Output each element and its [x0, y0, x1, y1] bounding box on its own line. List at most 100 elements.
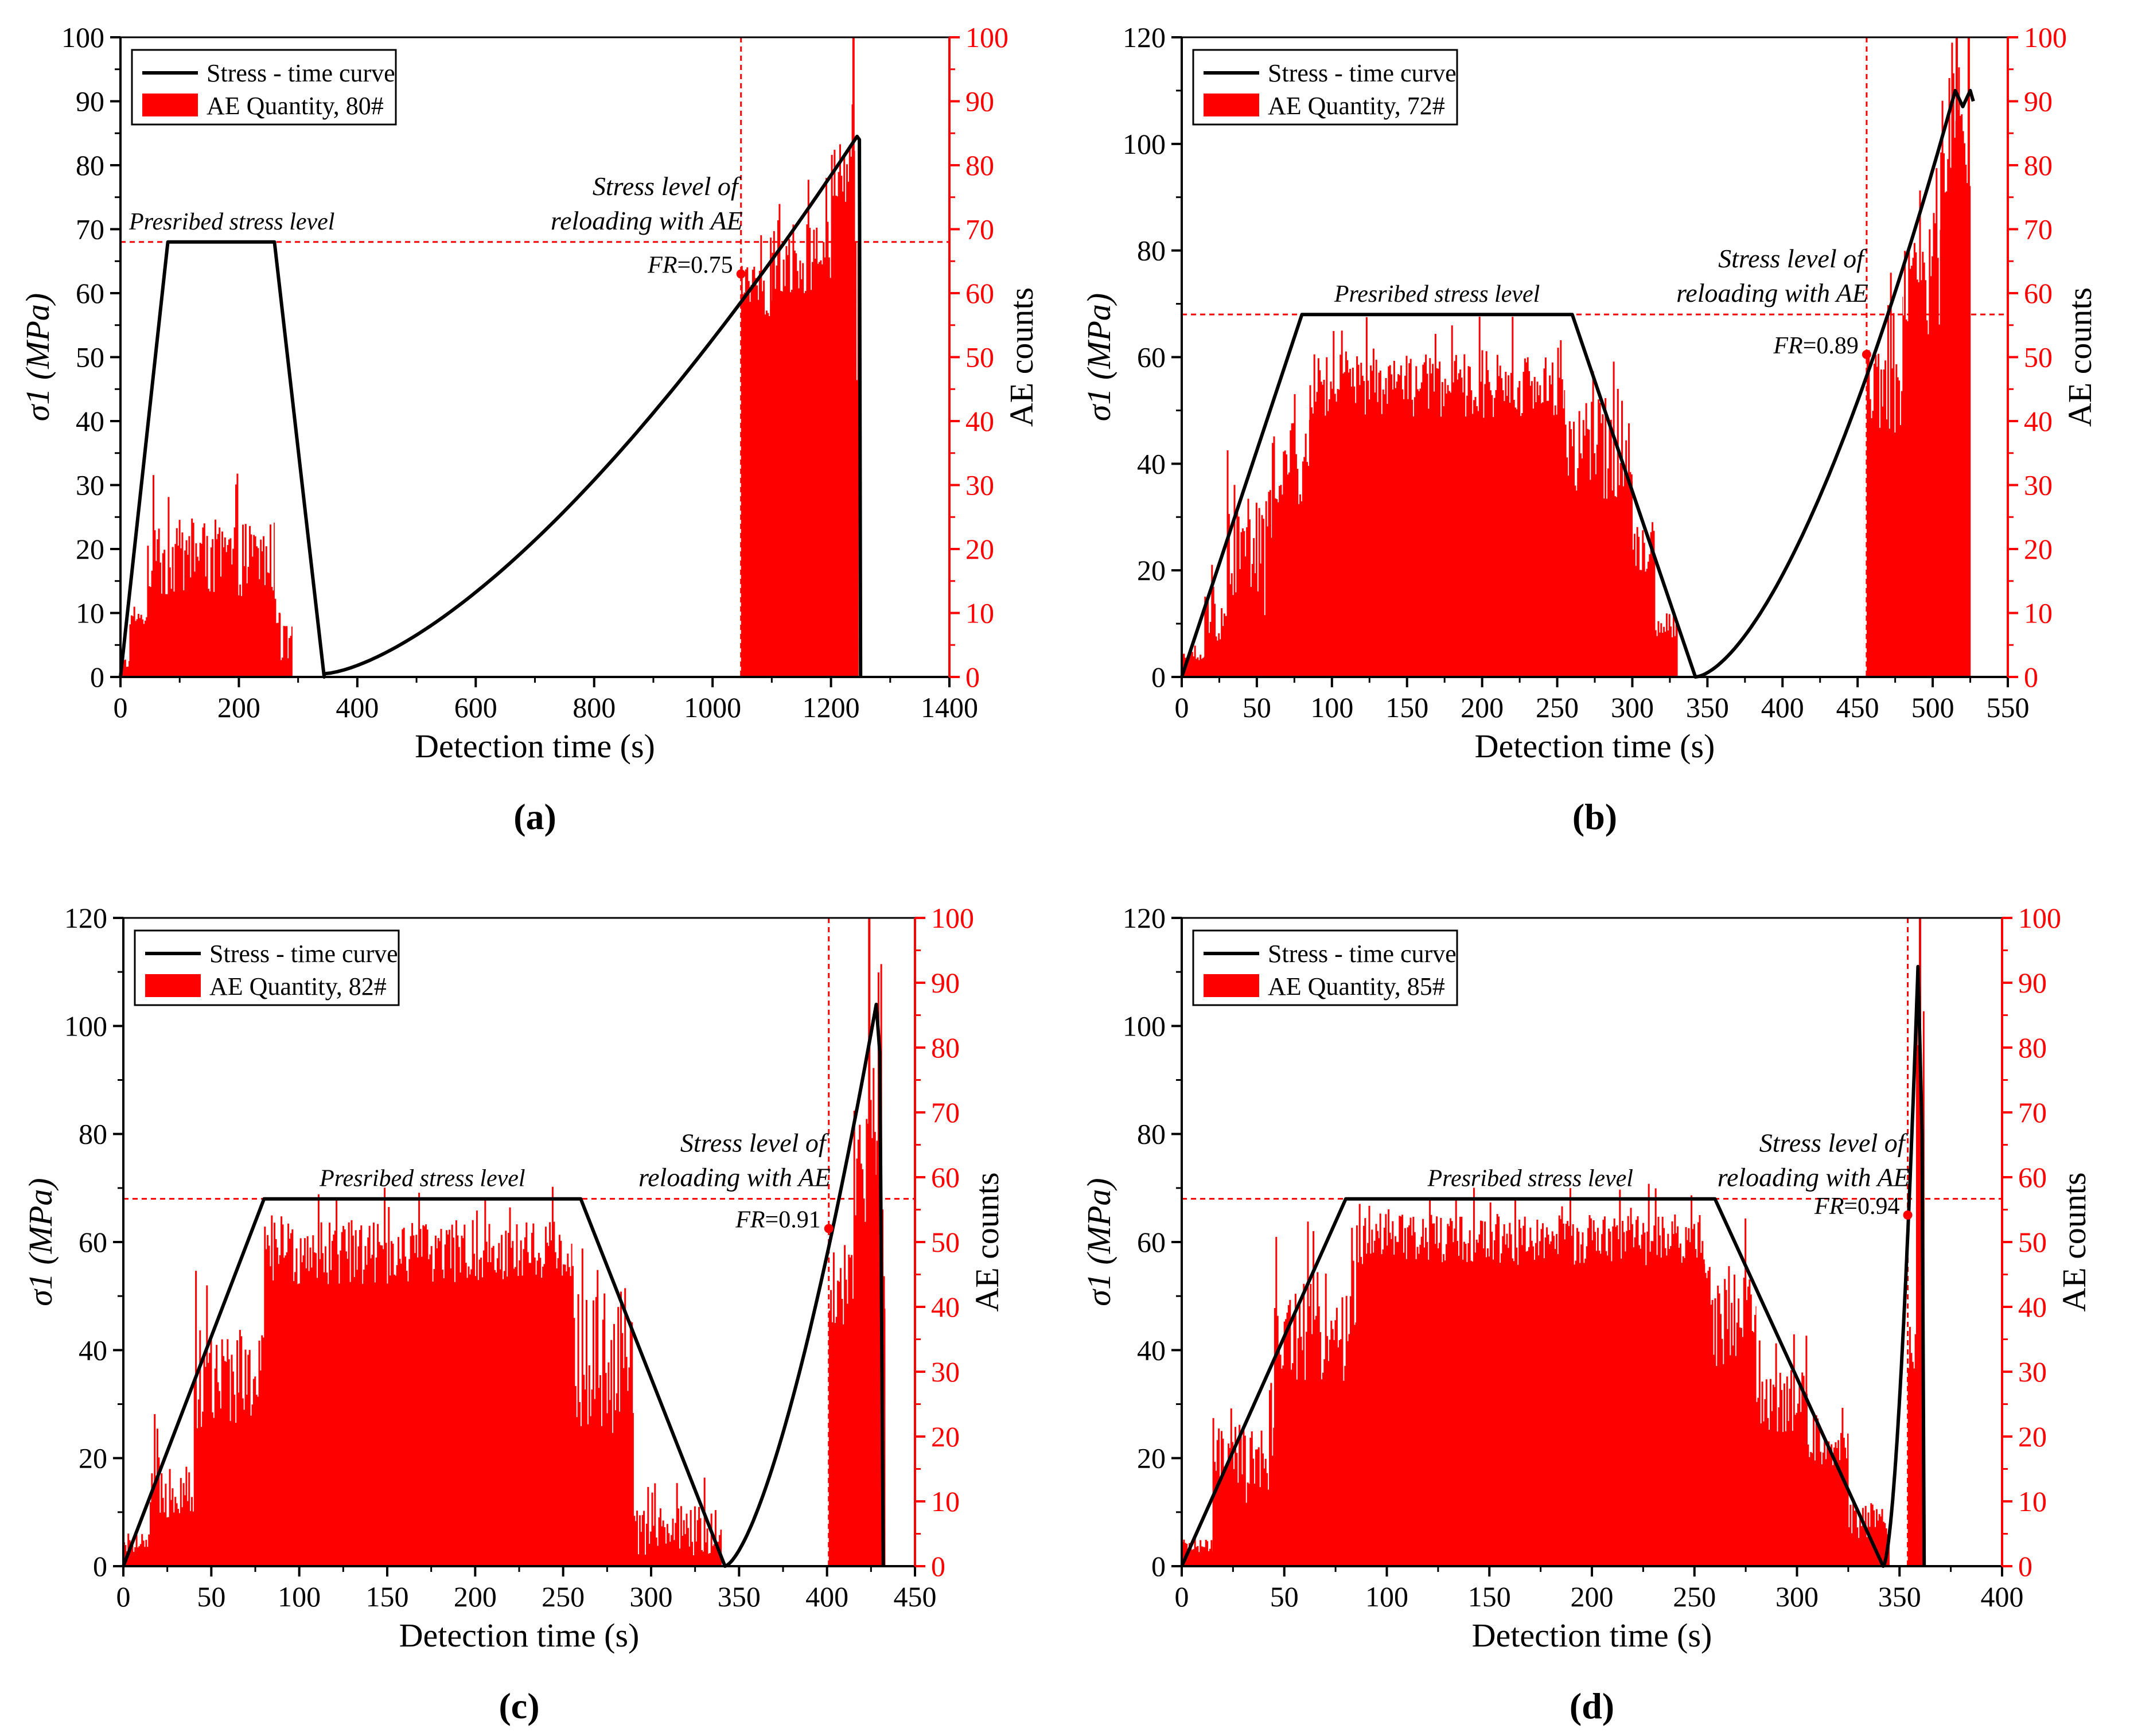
- ae-bar: [1335, 402, 1338, 677]
- ae-bar: [407, 1281, 409, 1566]
- ae-bar: [1618, 485, 1621, 677]
- y-tick-label: 0: [1151, 661, 1166, 693]
- ae-bar: [672, 1519, 674, 1566]
- ae-bar: [254, 1376, 256, 1566]
- ae-bar: [184, 550, 186, 677]
- ae-bar: [599, 1375, 601, 1566]
- ae-bar: [1657, 621, 1660, 677]
- ae-bar: [1438, 1243, 1440, 1566]
- ae-bar: [1194, 1535, 1196, 1566]
- ae-bar: [576, 1417, 578, 1566]
- y-tick-label: 80: [1137, 235, 1166, 267]
- ae-bar: [866, 1119, 868, 1566]
- ae-bar: [455, 1220, 457, 1566]
- ae-bar: [1326, 1336, 1329, 1566]
- ae-bar: [594, 1399, 596, 1566]
- ae-bar: [644, 1554, 647, 1566]
- ae-bar: [1396, 1241, 1398, 1566]
- ae-bar: [1525, 362, 1528, 677]
- ae-bar: [462, 1238, 464, 1566]
- ae-bar: [850, 157, 852, 678]
- ae-bar: [308, 1271, 310, 1566]
- ae-bar: [1554, 405, 1556, 677]
- ae-bar: [757, 299, 760, 677]
- ae-bar: [393, 1274, 395, 1566]
- ae-bar: [853, 1111, 855, 1566]
- ae-bar: [1851, 1533, 1853, 1566]
- ae-bar: [1760, 1423, 1762, 1566]
- ae-bar: [1236, 1453, 1238, 1566]
- ae-bar: [1307, 466, 1310, 677]
- ae-bar: [1429, 1200, 1431, 1566]
- ae-bar: [178, 520, 181, 677]
- y2-tick-label: 30: [2024, 469, 2053, 501]
- ae-bar: [173, 591, 175, 677]
- ae-bar: [842, 191, 844, 677]
- ae-bar: [1637, 1216, 1639, 1566]
- ae-bar: [1840, 1433, 1842, 1566]
- ae-bar: [145, 1540, 147, 1566]
- ae-bar: [1801, 1372, 1804, 1566]
- ae-bar: [1349, 1296, 1352, 1566]
- ae-bar: [1746, 1300, 1748, 1566]
- stress-curve: [122, 1002, 885, 1568]
- ae-bar: [295, 1248, 298, 1566]
- ae-bar: [854, 242, 856, 677]
- ae-bar: [1420, 1236, 1423, 1566]
- ae-bar: [1214, 604, 1216, 677]
- ae-bar: [227, 1339, 229, 1566]
- ae-bar: [1297, 1338, 1299, 1566]
- fr-marker: [1903, 1210, 1913, 1220]
- ae-bar: [1310, 1283, 1312, 1566]
- y-tick-label: 40: [79, 1334, 107, 1366]
- reload-label-line1: Stress level of: [1759, 1128, 1909, 1158]
- ae-bar: [538, 1252, 540, 1566]
- ae-bar: [280, 660, 282, 677]
- ae-bar: [1736, 1322, 1738, 1566]
- y2-tick-label: 70: [2024, 213, 2053, 246]
- ae-bar: [1514, 407, 1517, 677]
- ae-bar: [1869, 399, 1871, 677]
- ae-bar: [781, 291, 784, 678]
- ae-bar: [648, 1543, 651, 1566]
- ae-bar: [1282, 1365, 1284, 1566]
- ae-bar: [243, 1410, 246, 1566]
- ae-bar: [1841, 1407, 1844, 1566]
- ae-bar: [1415, 1259, 1418, 1566]
- y2-tick-label: 80: [931, 1032, 960, 1064]
- ae-bar: [632, 1413, 634, 1566]
- ae-bar: [419, 1229, 422, 1566]
- y2-tick-label: 20: [2024, 533, 2053, 565]
- ae-bar: [1196, 659, 1197, 677]
- ae-bar: [847, 181, 850, 677]
- reload-label-line2: reloading with AE: [1718, 1163, 1910, 1192]
- ae-bar: [154, 530, 156, 677]
- ae-bar: [1502, 1236, 1504, 1566]
- ae-bar: [802, 263, 804, 678]
- stress-curve: [119, 134, 863, 679]
- ae-bar: [1863, 1521, 1866, 1566]
- ae-bar: [614, 1410, 617, 1566]
- ae-bar: [1643, 543, 1645, 677]
- ae-bar: [1658, 632, 1661, 677]
- ae-bar: [163, 1512, 165, 1566]
- ae-bar: [1314, 1319, 1316, 1566]
- ae-bar: [628, 1367, 630, 1566]
- ae-bar: [342, 1225, 345, 1566]
- ae-bar: [817, 263, 819, 677]
- y-axis-title-sigma: σ1 (MPa): [1080, 293, 1117, 421]
- ae-bar: [1303, 1283, 1305, 1566]
- ae-bar: [272, 1280, 274, 1566]
- ae-bar: [1893, 313, 1895, 677]
- ae-bar: [268, 1245, 270, 1566]
- ae-bar: [703, 1477, 706, 1566]
- y2-tick-label: 60: [965, 277, 994, 309]
- y-tick-label: 0: [93, 1550, 107, 1582]
- ae-bar: [1263, 1468, 1265, 1566]
- ae-bar: [1303, 457, 1306, 677]
- ae-bar: [1628, 423, 1630, 677]
- ae-bar: [1465, 417, 1467, 677]
- ae-bar: [1196, 1547, 1197, 1566]
- ae-bar: [1658, 1235, 1661, 1566]
- ae-bar: [1337, 1347, 1339, 1566]
